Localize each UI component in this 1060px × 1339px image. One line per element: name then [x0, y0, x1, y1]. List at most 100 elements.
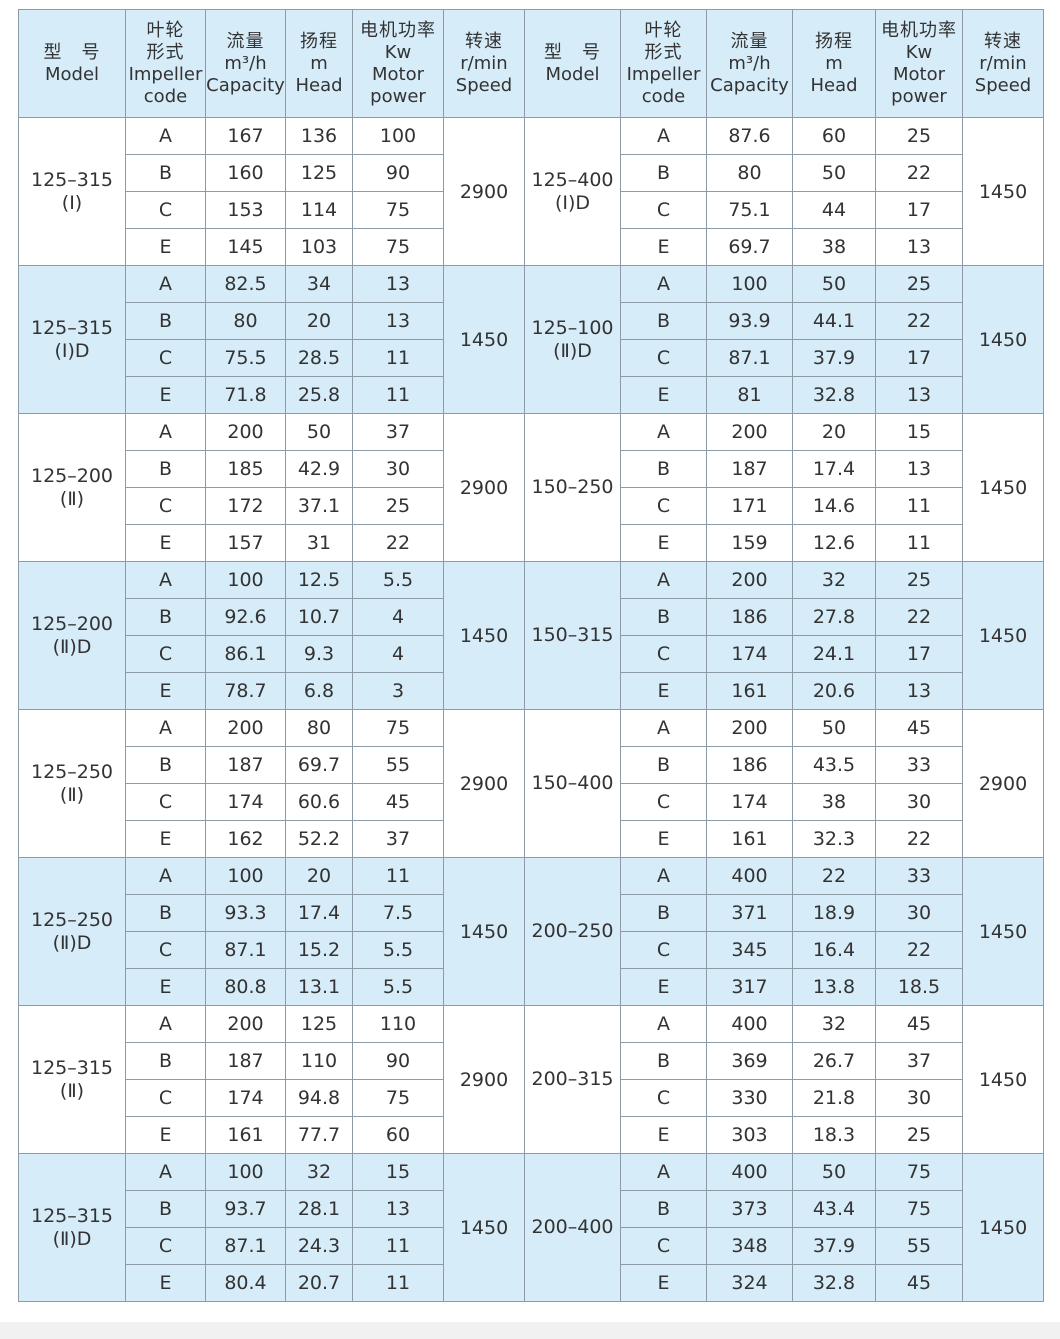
table-row: 125–315 (Ⅰ) A 167 136 100 2900 125–400 (Ⅰ)D A 87.6… [18, 117, 1044, 266]
motor-power-cell: 55 [875, 1227, 963, 1265]
head-cell: 44.1 [792, 302, 876, 340]
motor-power-cell: 11 [352, 376, 444, 414]
capacity-cell: 93.7 [205, 1190, 286, 1228]
impeller-code-cell: C [125, 635, 206, 673]
model-cell: 125–200 (Ⅱ)D [18, 561, 126, 710]
motor-power-cell: 90 [352, 1042, 444, 1080]
impeller-code-cell: E [620, 1116, 707, 1154]
impeller-code-cell: A [620, 413, 707, 451]
header-text: Speed [455, 74, 513, 96]
model-variant: (Ⅱ)D [52, 635, 92, 658]
model-cell: 200–400 [524, 1153, 621, 1302]
impeller-code-cell: B [620, 450, 707, 488]
capacity-cell: 187 [205, 746, 286, 784]
motor-power-cell: 30 [875, 783, 963, 821]
impeller-code-cell: A [125, 413, 206, 451]
head-cell: 114 [285, 191, 353, 229]
model-name: 125–200 [30, 464, 114, 487]
head-cell: 6.8 [285, 672, 353, 710]
head-cell: 38 [792, 228, 876, 266]
motor-power-cell: 7.5 [352, 894, 444, 932]
capacity-cell: 186 [706, 598, 793, 636]
impeller-code-cell: A [125, 709, 206, 747]
head-cell: 28.5 [285, 339, 353, 377]
head-cell: 28.1 [285, 1190, 353, 1228]
capacity-cell: 330 [706, 1079, 793, 1117]
motor-power-cell: 60 [352, 1116, 444, 1154]
head-cell: 24.1 [792, 635, 876, 673]
motor-power-cell: 90 [352, 154, 444, 192]
motor-power-cell: 25 [875, 265, 963, 303]
motor-power-cell: 4 [352, 635, 444, 673]
capacity-cell: 87.1 [205, 1227, 286, 1265]
impeller-code-cell: A [620, 561, 707, 599]
impeller-code-cell: E [125, 672, 206, 710]
head-cell: 31 [285, 524, 353, 562]
capacity-cell: 371 [706, 894, 793, 932]
impeller-code-cell: A [620, 117, 707, 155]
capacity-cell: 87.1 [205, 931, 286, 969]
table-row: 125–315 (Ⅰ)D A 82.5 34 13 1450 125–100 (Ⅱ)D A 100 5… [18, 265, 1044, 414]
table-row: 125–200 (Ⅱ)D A 100 12.5 5.5 1450 150–315 A 200 32 2… [18, 561, 1044, 710]
header-text: m³/h [728, 52, 771, 74]
header-text: code [143, 85, 188, 107]
impeller-code-cell: C [125, 931, 206, 969]
motor-power-cell: 45 [875, 1264, 963, 1302]
motor-power-cell: 11 [352, 1227, 444, 1265]
capacity-cell: 174 [706, 635, 793, 673]
head-cell: 60 [792, 117, 876, 155]
head-cell: 50 [792, 154, 876, 192]
capacity-cell: 162 [205, 820, 286, 858]
header-text: power [891, 85, 947, 107]
capacity-cell: 373 [706, 1190, 793, 1228]
capacity-cell: 75.1 [706, 191, 793, 229]
model-cell: 125–315 (Ⅰ) [18, 117, 126, 266]
table-row: C 87.1 15.2 5.5 C 345 16.4 22 [19, 931, 1044, 969]
head-cell: 32.8 [792, 1264, 876, 1302]
header-text: 叶轮 [644, 19, 683, 41]
capacity-cell: 174 [205, 783, 286, 821]
capacity-cell: 82.5 [205, 265, 286, 303]
capacity-cell: 200 [205, 413, 286, 451]
capacity-cell: 186 [706, 746, 793, 784]
impeller-code-cell: A [125, 1153, 206, 1191]
capacity-cell: 174 [205, 1079, 286, 1117]
header-text: r/min [979, 52, 1027, 74]
table-row: C 153 114 75 C 75.1 44 17 [19, 191, 1044, 229]
header-text: r/min [460, 52, 508, 74]
capacity-cell: 187 [706, 450, 793, 488]
capacity-cell: 161 [706, 672, 793, 710]
impeller-code-cell: C [125, 487, 206, 525]
impeller-code-cell: C [620, 1079, 707, 1117]
motor-power-cell: 75 [352, 228, 444, 266]
header-text: power [370, 85, 426, 107]
impeller-code-cell: E [620, 1264, 707, 1302]
table-row: C 174 60.6 45 C 174 38 30 [19, 783, 1044, 821]
motor-power-cell: 22 [875, 154, 963, 192]
header-speed-left: 转速 r/min Speed [443, 9, 525, 118]
head-cell: 15.2 [285, 931, 353, 969]
capacity-cell: 100 [205, 561, 286, 599]
capacity-cell: 185 [205, 450, 286, 488]
header-text: 转速 [984, 30, 1022, 52]
speed-cell: 1450 [962, 413, 1044, 562]
motor-power-cell: 25 [875, 117, 963, 155]
capacity-cell: 80.8 [205, 968, 286, 1006]
impeller-code-cell: B [125, 746, 206, 784]
impeller-code-cell: A [620, 709, 707, 747]
speed-cell: 1450 [443, 265, 525, 414]
motor-power-cell: 110 [352, 1005, 444, 1043]
impeller-code-cell: A [125, 117, 206, 155]
impeller-code-cell: E [620, 228, 707, 266]
capacity-cell: 171 [706, 487, 793, 525]
impeller-code-cell: B [620, 1190, 707, 1228]
model-name: 200–315 [531, 1068, 614, 1090]
header-text: Model [44, 63, 100, 85]
motor-power-cell: 17 [875, 191, 963, 229]
impeller-code-cell: B [125, 302, 206, 340]
capacity-cell: 157 [205, 524, 286, 562]
table-row: B 80 20 13 B 93.9 44.1 22 [19, 302, 1044, 340]
speed-cell: 2900 [443, 413, 525, 562]
capacity-cell: 345 [706, 931, 793, 969]
motor-power-cell: 25 [352, 487, 444, 525]
